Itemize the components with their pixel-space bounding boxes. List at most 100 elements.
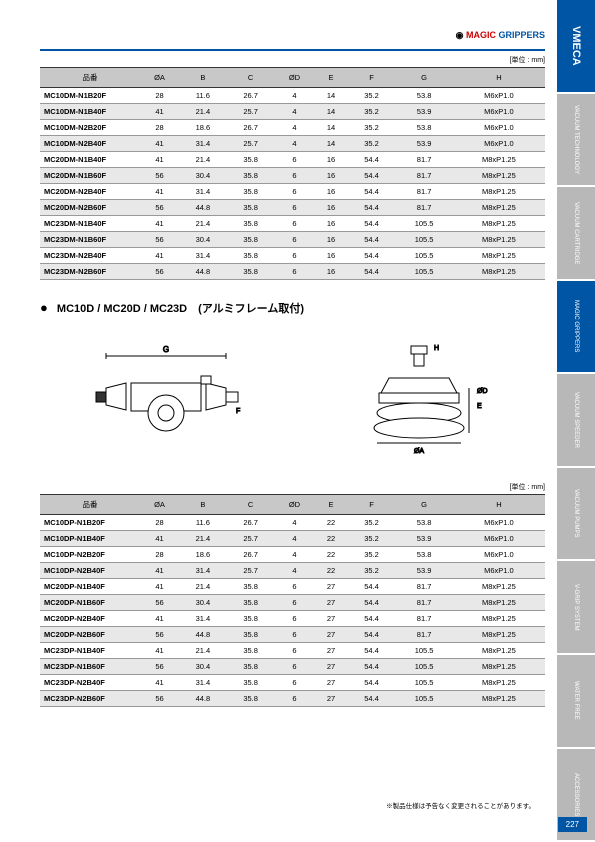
table-row: MC23DP-N1B60F5630.435.862754.4105.5M8xP1…	[40, 659, 545, 675]
spec-cell: 6	[274, 264, 314, 280]
spec-cell: 6	[274, 595, 314, 611]
col-header: G	[395, 68, 452, 88]
spec-cell: 6	[274, 643, 314, 659]
tab-vgrip[interactable]: V-GRIP SYSTEM	[557, 561, 595, 655]
table-row: MC10DP-N1B20F2811.626.742235.253.8M6xP1.…	[40, 515, 545, 531]
spec-cell: 54.4	[348, 232, 396, 248]
spec-cell: 28	[140, 120, 179, 136]
spec-cell: M8xP1.25	[453, 659, 545, 675]
spec-cell: 22	[314, 515, 347, 531]
section-title-text: MC10D / MC20D / MC23D (アルミフレーム取付)	[57, 303, 304, 315]
spec-cell: 56	[140, 595, 179, 611]
spec-cell: M6xP1.0	[453, 563, 545, 579]
table-row: MC10DM-N1B40F4121.425.741435.253.9M6xP1.…	[40, 104, 545, 120]
spec-cell: 27	[314, 611, 347, 627]
col-header: E	[314, 68, 347, 88]
tab-vacuum-pumps[interactable]: VACUUM PUMPS	[557, 468, 595, 562]
spec-cell: 35.2	[348, 515, 396, 531]
spec-cell: 53.9	[395, 104, 452, 120]
spec-cell: 54.4	[348, 595, 396, 611]
spec-cell: 30.4	[179, 659, 227, 675]
tab-vacuum-speeder[interactable]: VACUUM SPEEDER	[557, 374, 595, 468]
spec-cell: 35.8	[227, 691, 275, 707]
section-title: ● MC10D / MC20D / MC23D (アルミフレーム取付)	[40, 300, 545, 316]
spec-cell: 81.7	[395, 579, 452, 595]
spec-cell: 41	[140, 104, 179, 120]
spec-cell: M8xP1.25	[453, 627, 545, 643]
spec-cell: 41	[140, 531, 179, 547]
col-header: C	[227, 68, 275, 88]
spec-cell: 25.7	[227, 104, 275, 120]
part-number: MC20DM-N1B60F	[40, 168, 140, 184]
col-header: F	[348, 495, 396, 515]
table-row: MC10DM-N2B20F2818.626.741435.253.8M6xP1.…	[40, 120, 545, 136]
spec-cell: 35.2	[348, 547, 396, 563]
table-row: MC23DP-N1B40F4121.435.862754.4105.5M8xP1…	[40, 643, 545, 659]
spec-cell: 16	[314, 248, 347, 264]
col-header: ØA	[140, 495, 179, 515]
spec-cell: M8xP1.25	[453, 152, 545, 168]
table-row: MC20DP-N1B60F5630.435.862754.481.7M8xP1.…	[40, 595, 545, 611]
spec-cell: 54.4	[348, 264, 396, 280]
tab-vacuum-cartridge[interactable]: VACUUM CARTRIDGE	[557, 187, 595, 281]
spec-cell: M8xP1.25	[453, 232, 545, 248]
spec-cell: 41	[140, 579, 179, 595]
tab-vacuum-tech[interactable]: VACUUM TECHNOLOGY	[557, 94, 595, 188]
table-row: MC23DM-N1B60F5630.435.861654.4105.5M8xP1…	[40, 232, 545, 248]
spec-cell: 22	[314, 547, 347, 563]
spec-cell: 35.2	[348, 104, 396, 120]
spec-cell: 28	[140, 547, 179, 563]
spec-cell: M8xP1.25	[453, 184, 545, 200]
part-number: MC23DM-N1B60F	[40, 232, 140, 248]
table-row: MC23DP-N2B60F5644.835.862754.4105.5M8xP1…	[40, 691, 545, 707]
spec-cell: 54.4	[348, 659, 396, 675]
col-header: H	[453, 495, 545, 515]
spec-cell: 27	[314, 579, 347, 595]
unit-label-2: [単位 : mm]	[40, 482, 545, 492]
spec-cell: 54.4	[348, 579, 396, 595]
spec-cell: 30.4	[179, 232, 227, 248]
tab-magic-grippers[interactable]: MAGIC GRIPPERS	[557, 281, 595, 375]
spec-cell: 56	[140, 627, 179, 643]
spec-cell: 35.8	[227, 643, 275, 659]
part-number: MC23DM-N2B40F	[40, 248, 140, 264]
spec-cell: 81.7	[395, 627, 452, 643]
spec-cell: 28	[140, 88, 179, 104]
spec-cell: 21.4	[179, 216, 227, 232]
part-number: MC10DP-N1B20F	[40, 515, 140, 531]
svg-text:G: G	[163, 345, 169, 354]
spec-cell: 41	[140, 184, 179, 200]
spec-cell: 35.2	[348, 563, 396, 579]
spec-cell: 56	[140, 232, 179, 248]
footer-note: ※製品仕様は予告なく変更されることがあります。	[386, 800, 535, 810]
col-header: 品番	[40, 495, 140, 515]
spec-cell: 53.9	[395, 531, 452, 547]
part-number: MC23DM-N1B40F	[40, 216, 140, 232]
spec-cell: 53.8	[395, 547, 452, 563]
tab-water-free[interactable]: WATER FREE	[557, 655, 595, 749]
part-number: MC20DP-N2B60F	[40, 627, 140, 643]
spec-cell: 21.4	[179, 643, 227, 659]
tab-vmeca[interactable]: VMECA	[557, 0, 595, 94]
part-number: MC23DP-N2B40F	[40, 675, 140, 691]
spec-cell: 35.8	[227, 168, 275, 184]
spec-cell: 35.8	[227, 659, 275, 675]
spec-cell: 81.7	[395, 595, 452, 611]
spec-cell: 54.4	[348, 248, 396, 264]
spec-cell: 35.2	[348, 531, 396, 547]
spec-cell: 81.7	[395, 200, 452, 216]
spec-cell: 35.8	[227, 152, 275, 168]
spec-cell: 81.7	[395, 611, 452, 627]
spec-cell: 31.4	[179, 136, 227, 152]
spec-cell: 30.4	[179, 595, 227, 611]
spec-cell: 54.4	[348, 184, 396, 200]
spec-cell: 18.6	[179, 120, 227, 136]
spec-cell: 4	[274, 136, 314, 152]
spec-cell: 35.2	[348, 120, 396, 136]
spec-cell: 27	[314, 675, 347, 691]
spec-cell: M6xP1.0	[453, 531, 545, 547]
sidebar-tabs: VMECA VACUUM TECHNOLOGY VACUUM CARTRIDGE…	[557, 0, 595, 842]
spec-cell: 105.5	[395, 675, 452, 691]
col-header: ØA	[140, 68, 179, 88]
spec-cell: 35.8	[227, 611, 275, 627]
